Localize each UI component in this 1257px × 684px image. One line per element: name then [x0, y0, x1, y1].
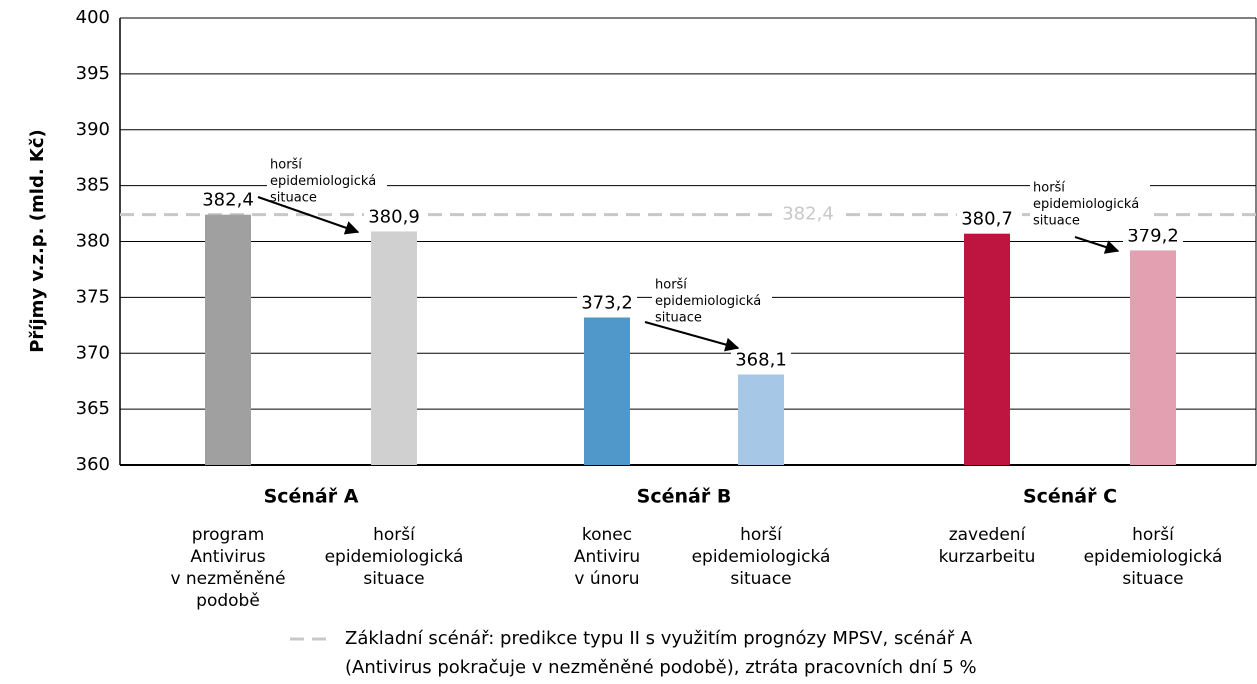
annotation-arrow [257, 196, 360, 235]
annotation: horší [655, 278, 687, 293]
x-tick-label: Antiviru [574, 547, 640, 567]
x-tick-label: program [192, 525, 265, 545]
data-label: 373,2 [581, 292, 633, 313]
x-tick-label: Antivirus [190, 547, 265, 567]
reference-label: 382,4 [782, 204, 834, 225]
y-tick-label: 370 [76, 342, 110, 363]
x-tick-label: situace [363, 569, 424, 589]
data-label: 368,1 [735, 349, 787, 370]
y-tick-label: 400 [76, 7, 110, 28]
x-tick-label: horší [1132, 525, 1175, 545]
y-tick-label: 365 [76, 398, 110, 419]
label-bg [731, 348, 791, 371]
annotation: horší [270, 158, 302, 173]
label-bg [957, 207, 1017, 230]
x-tick-label: epidemiologická [1084, 547, 1223, 567]
bar [371, 231, 417, 465]
x-tick-label: situace [1122, 569, 1183, 589]
label-bg [1123, 224, 1183, 247]
annotation-arrow [1074, 236, 1120, 254]
y-tick-label: 380 [76, 231, 110, 252]
x-tick-label: zavedení [949, 525, 1027, 545]
annotation-bg [267, 156, 387, 206]
y-tick-label: 390 [76, 119, 110, 140]
bar [205, 214, 251, 465]
data-label: 380,9 [368, 206, 420, 227]
bar [584, 317, 630, 465]
group-label: Scénář A [264, 486, 359, 508]
y-tick-label: 360 [76, 454, 110, 475]
x-tick-label: horší [740, 525, 783, 545]
annotation: epidemiologická [1033, 197, 1139, 212]
annotation: epidemiologická [655, 294, 761, 309]
y-axis-label: Příjmy v.z.p. (mld. Kč) [27, 129, 48, 353]
data-label: 382,4 [202, 190, 254, 211]
bar [738, 374, 784, 465]
y-tick-label: 385 [76, 175, 110, 196]
bar [1130, 250, 1176, 465]
annotation-arrow [644, 321, 740, 352]
annotation: epidemiologická [270, 174, 376, 189]
annotation-bg [1030, 179, 1150, 229]
x-tick-label: kurzarbeitu [939, 547, 1036, 567]
data-label: 379,2 [1127, 225, 1179, 246]
annotation: situace [1033, 214, 1080, 229]
y-tick-label: 395 [76, 63, 110, 84]
annotation: situace [270, 191, 317, 206]
legend-label: Základní scénář: predikce typu II s využ… [345, 628, 973, 649]
y-tick-label: 375 [76, 286, 110, 307]
legend-label: (Antivirus pokračuje v nezměněné podobě)… [345, 657, 977, 678]
x-tick-label: konec [582, 525, 632, 545]
label-bg [776, 203, 840, 226]
x-tick-label: epidemiologická [692, 547, 831, 567]
annotation: situace [655, 311, 702, 326]
label-bg [577, 291, 637, 314]
data-label: 380,7 [961, 209, 1013, 230]
x-tick-label: v nezměněné [170, 569, 285, 589]
label-bg [198, 188, 258, 211]
annotation: horší [1033, 181, 1065, 196]
x-tick-label: situace [730, 569, 791, 589]
x-tick-label: horší [373, 525, 416, 545]
bar [964, 233, 1010, 465]
x-tick-label: podobě [196, 591, 260, 611]
label-bg [364, 205, 424, 228]
x-tick-label: epidemiologická [325, 547, 464, 567]
annotation-bg [652, 276, 772, 326]
group-label: Scénář B [637, 486, 732, 508]
x-tick-label: v únoru [574, 569, 639, 589]
group-label: Scénář C [1023, 486, 1117, 508]
